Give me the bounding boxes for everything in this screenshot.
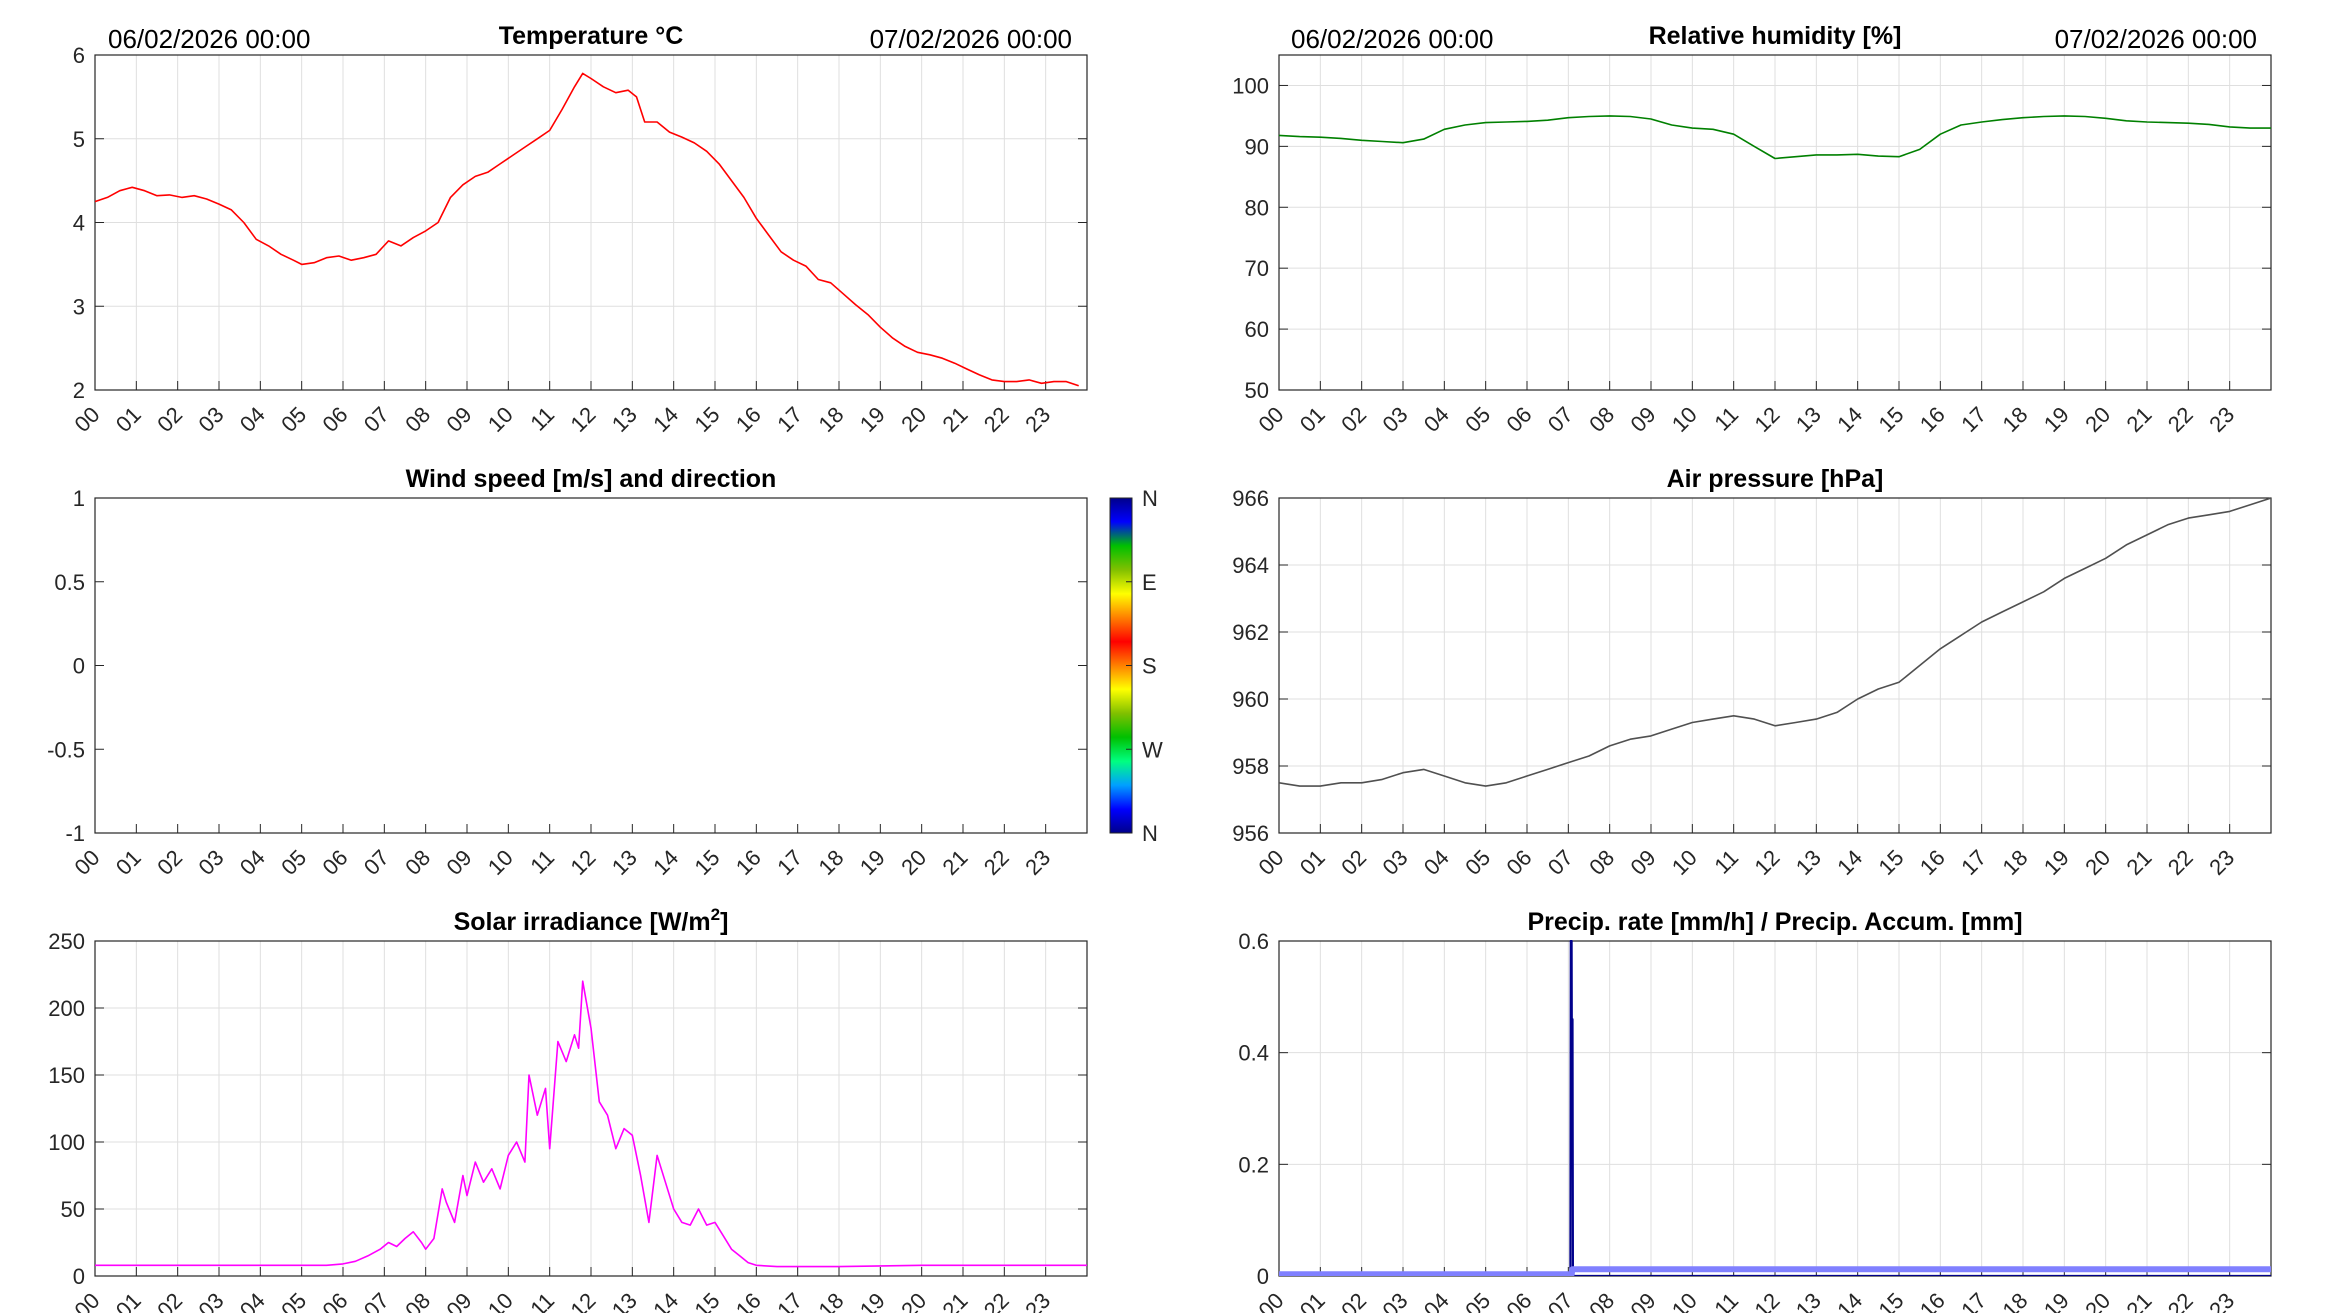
pressure-ytick-label: 966 — [1232, 486, 1269, 511]
temperature-date-end: 07/02/2026 00:00 — [870, 24, 1072, 54]
precip-ytick-label: 0.4 — [1238, 1041, 1269, 1066]
colorbar-label: W — [1142, 737, 1163, 762]
wind-panel: Wind speed [m/s] and direction -1 -0.5 0 0.… — [47, 465, 1088, 880]
wind-direction-colorbar: N W S E N — [1109, 486, 1163, 846]
wind-ytick-label: 0 — [73, 654, 85, 679]
solar-title-superscript: 2 — [711, 905, 720, 924]
wind-plot-area — [95, 498, 1087, 833]
precip-ytick-label: 0 — [1257, 1264, 1269, 1289]
temp-ytick-label: 5 — [73, 127, 85, 152]
temp-ytick-label: 2 — [73, 378, 85, 403]
pressure-ytick-label: 958 — [1232, 754, 1269, 779]
solar-ytick-label: 100 — [48, 1130, 85, 1155]
rh-ytick-label: 60 — [1245, 317, 1269, 342]
humidity-date-start: 06/02/2026 00:00 — [1291, 24, 1493, 54]
colorbar-label: N — [1142, 821, 1158, 846]
temp-ytick-label: 4 — [73, 211, 85, 236]
solar-title: Solar irradiance [W/m2] — [454, 905, 729, 936]
solar-panel: Solar irradiance [W/m2] 0501001502002500… — [48, 905, 1088, 1313]
colorbar-label: E — [1142, 570, 1157, 595]
pressure-series-line — [1279, 497, 2271, 787]
temperature-panel: Temperature °C 06/02/2026 00:00 07/02/20… — [70, 22, 1088, 437]
rh-ytick-label: 70 — [1245, 256, 1269, 281]
solar-ytick-label: 200 — [48, 996, 85, 1021]
humidity-panel: Relative humidity [%] 06/02/2026 00:00 0… — [1232, 22, 2272, 437]
solar-title-end: ] — [720, 908, 728, 936]
humidity-date-end: 07/02/2026 00:00 — [2055, 24, 2257, 54]
colorbar-label: S — [1142, 654, 1157, 679]
pressure-title: Air pressure [hPa] — [1667, 465, 1884, 493]
colorbar-label: N — [1142, 486, 1158, 511]
rh-ytick-label: 90 — [1245, 134, 1269, 159]
precipitation-title: Precip. rate [mm/h] / Precip. Accum. [mm… — [1527, 908, 2022, 936]
rh-series-line — [1279, 115, 2271, 160]
pressure-ytick-label: 960 — [1232, 687, 1269, 712]
pressure-ytick-label: 964 — [1232, 553, 1269, 578]
precip-series-accum — [1279, 1266, 2271, 1276]
solar-ytick-label: 150 — [48, 1063, 85, 1088]
solar-ytick-label: 50 — [61, 1197, 85, 1222]
solar-ytick-label: 250 — [48, 929, 85, 954]
rh-ytick-label: 100 — [1232, 73, 1269, 98]
precipitation-panel: Precip. rate [mm/h] / Precip. Accum. [mm… — [1238, 908, 2272, 1313]
wind-ytick-label: 1 — [73, 486, 85, 511]
wind-ytick-label: 0.5 — [54, 570, 85, 595]
pressure-ytick-label: 962 — [1232, 620, 1269, 645]
wind-ytick-label: -1 — [65, 821, 85, 846]
rh-ytick-label: 80 — [1245, 195, 1269, 220]
temperature-title: Temperature °C — [499, 22, 684, 50]
temp-ytick-label: 3 — [73, 294, 85, 319]
solar-series-line — [95, 980, 1087, 1268]
rh-ytick-label: 50 — [1245, 378, 1269, 403]
temp-ytick-label: 6 — [73, 43, 85, 68]
precip-ytick-label: 0.2 — [1238, 1152, 1269, 1177]
humidity-title: Relative humidity [%] — [1649, 22, 1902, 50]
pressure-ytick-label: 956 — [1232, 821, 1269, 846]
wind-title: Wind speed [m/s] and direction — [406, 465, 777, 493]
solar-ytick-label: 0 — [73, 1264, 85, 1289]
temperature-date-start: 06/02/2026 00:00 — [108, 24, 310, 54]
temp-series-line — [95, 72, 1079, 387]
precip-ytick-label: 0.6 — [1238, 929, 1269, 954]
wind-ytick-label: -0.5 — [47, 737, 85, 762]
solar-title-main: Solar irradiance [W/m — [454, 908, 711, 936]
